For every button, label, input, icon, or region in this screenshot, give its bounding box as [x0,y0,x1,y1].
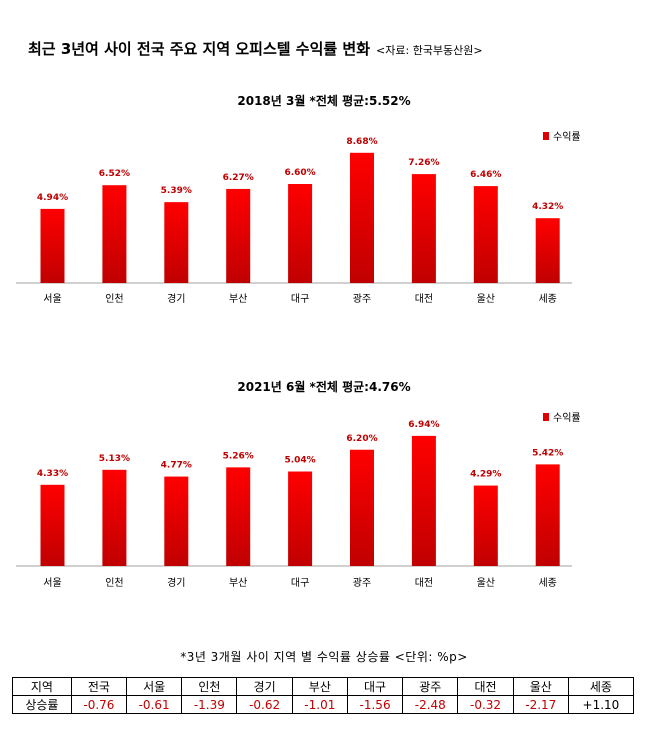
table-cell: 지역 [12,677,72,696]
legend-label: 수익률 [553,132,581,143]
table-cell: -0.62 [236,695,293,714]
bar [473,485,498,566]
x-tick-label: 경기 [167,292,185,305]
bar [40,484,65,566]
source-note: <자료: 한국부동산원> [376,44,483,57]
data-label: 4.32% [532,202,563,212]
x-tick-label: 세종 [538,293,556,305]
table-cell: -2.17 [512,695,569,714]
table-cell: 전국 [70,677,128,696]
table-cell: -0.61 [126,695,183,714]
bar [226,188,251,283]
x-tick-label: 대전 [415,293,433,305]
bar [535,218,560,283]
x-tick-label: 부산 [229,293,247,305]
data-label: 6.94% [408,420,439,430]
table-cell: 경기 [236,677,293,696]
table-cell: -0.32 [457,695,514,714]
legend-swatch [543,412,549,421]
data-label: 6.46% [470,170,501,180]
data-label: 7.26% [408,158,439,168]
x-tick-label: 대구 [291,577,309,589]
data-label: 5.39% [161,186,192,196]
data-label: 5.42% [532,448,563,458]
x-tick-label: 경기 [167,576,185,589]
page-title: 최근 3년여 사이 전국 주요 지역 오피스텔 수익률 변화 <자료: 한국부동산… [28,38,483,59]
x-tick-label: 인천 [105,293,123,305]
table-row: 상승률 -0.76 -0.61 -1.39 -0.62 -1.01 -1.56 … [12,695,635,714]
table-cell: -1.01 [291,695,348,714]
x-tick-label: 세종 [538,577,556,589]
legend-swatch [543,131,549,140]
bar [411,435,436,566]
chart-title: 2021년 6월 *전체 평균:4.76% [237,380,411,394]
data-label: 4.29% [470,470,501,480]
data-label: 4.33% [37,469,68,479]
bar [226,467,251,566]
table-cell: 서울 [126,677,183,696]
bar-chart-2018: 4.94% 서울 6.52% 인천 5.39% 경기 6.27% 부산 6.60% 대구 8.68%… [16,137,572,305]
table-cell: 상승률 [12,695,72,714]
table-cell: -2.48 [402,695,459,714]
chart-legend: 수익률 [543,409,581,424]
table-cell: -0.76 [70,695,128,714]
data-label: 6.60% [284,168,315,178]
bar [164,202,189,283]
table-cell: -1.39 [181,695,238,714]
table-cell: +1.10 [567,695,635,714]
table-cell: 세종 [567,677,635,696]
x-tick-label: 인천 [105,577,123,589]
bar [164,476,189,566]
table-cell: 광주 [402,677,459,696]
chart-legend: 수익률 [543,128,581,143]
x-tick-label: 서울 [43,293,61,305]
data-label: 8.68% [346,137,377,147]
x-tick-label: 울산 [477,577,495,589]
table-cell: 대전 [457,677,514,696]
x-tick-label: 광주 [353,293,371,305]
bar [40,208,65,283]
legend-label: 수익률 [553,413,581,424]
chart-title: 2018년 3월 *전체 평균:5.52% [237,94,411,108]
data-label: 6.52% [99,169,130,179]
bar [288,471,313,566]
bar [535,464,560,566]
table-cell: 대구 [346,677,404,696]
bar [411,174,436,283]
bar [288,184,313,283]
page-title-text: 최근 3년여 사이 전국 주요 지역 오피스텔 수익률 변화 [28,40,371,58]
data-label: 6.27% [223,173,254,183]
table-cell: 인천 [181,677,238,696]
bar [102,185,127,283]
data-label: 5.13% [99,454,130,464]
x-tick-label: 광주 [353,577,371,589]
table-cell: 울산 [512,677,569,696]
data-label: 5.04% [284,456,315,466]
data-label: 6.20% [346,434,377,444]
x-tick-label: 대구 [291,293,309,305]
data-label: 4.77% [161,461,192,471]
x-tick-label: 서울 [43,577,61,589]
table-header-row: 지역 전국 서울 인천 경기 부산 대구 광주 대전 울산 세종 [12,677,635,696]
table-title: *3년 3개월 사이 지역 별 수익률 상승률 <단위: %p> [180,650,468,664]
x-tick-label: 대전 [415,577,433,589]
table-cell: 부산 [291,677,348,696]
x-tick-label: 부산 [229,577,247,589]
bar-chart-2021: 4.33% 서울 5.13% 인천 4.77% 경기 5.26% 부산 5.04% 대구 6.20%… [16,420,572,589]
bar [350,449,374,566]
data-label: 5.26% [223,451,254,461]
data-label: 4.94% [37,193,68,203]
table-cell: -1.56 [346,695,404,714]
x-tick-label: 울산 [477,293,495,305]
bar [473,186,498,283]
bar [350,152,374,283]
bar [102,469,127,566]
change-table: 지역 전국 서울 인천 경기 부산 대구 광주 대전 울산 세종 상승률 -0.… [12,677,635,714]
